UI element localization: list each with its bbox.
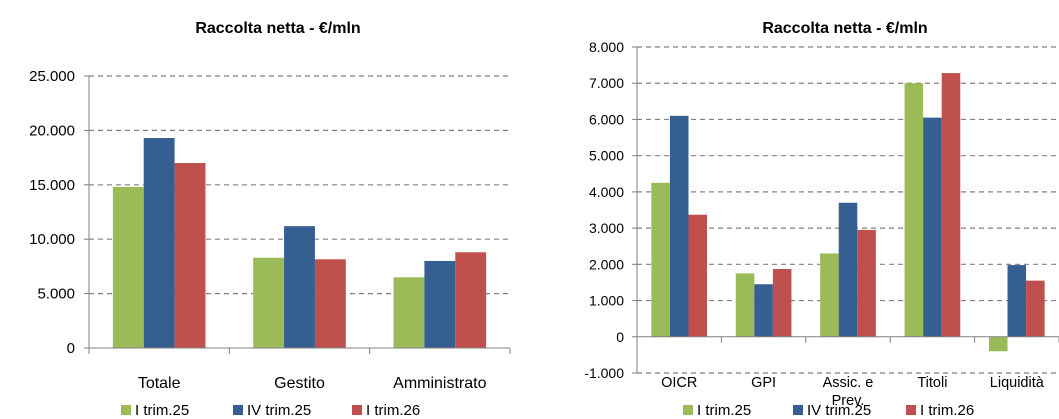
y-tick-label: 10.000: [29, 231, 75, 248]
legend-label: I trim.26: [366, 402, 420, 419]
chart-title: Raccolta netta - €/mln: [762, 20, 927, 37]
legend-swatch: [683, 405, 693, 415]
bar: [857, 229, 876, 337]
bar: [923, 117, 942, 337]
bar: [735, 273, 755, 337]
chart-title: Raccolta netta - €/mln: [195, 20, 360, 37]
legend-swatch: [352, 405, 362, 415]
y-tick-label: 2.000: [589, 256, 624, 272]
legend-label: IV trim.25: [807, 402, 871, 419]
bar: [393, 277, 425, 348]
x-tick-label: Titoli: [917, 375, 947, 391]
bar: [455, 252, 487, 348]
bar: [143, 138, 175, 348]
bar: [669, 115, 689, 337]
bar: [838, 202, 858, 337]
legend-label: I trim.25: [135, 402, 189, 419]
bar: [253, 257, 285, 348]
y-tick-label: 25.000: [29, 68, 75, 85]
y-tick-label: 20.000: [29, 122, 75, 139]
y-tick-label: 3.000: [589, 220, 624, 236]
legend-label: IV trim.25: [247, 402, 311, 419]
bar: [112, 186, 144, 348]
x-tick-label: Liquidità: [990, 375, 1045, 391]
bar: [988, 336, 1008, 352]
legend-swatch: [233, 405, 243, 415]
bar: [314, 259, 346, 348]
bar: [688, 214, 708, 337]
y-tick-label: 7.000: [589, 75, 624, 91]
y-tick-label: 1.000: [589, 293, 624, 309]
x-tick-label: OICR: [661, 375, 697, 391]
x-tick-label: Gestito: [274, 375, 325, 392]
legend-label: I trim.25: [697, 402, 751, 419]
chart-left: Raccolta netta - €/mln 0 5.000 10.000 15.000…: [29, 20, 511, 419]
x-tick-label: GPI: [751, 375, 776, 391]
bar: [941, 73, 961, 337]
y-tick-label: 15.000: [29, 177, 75, 194]
legend-label: I trim.26: [920, 402, 974, 419]
bar: [904, 83, 924, 337]
x-tick-label: Totale: [138, 375, 181, 392]
y-tick-label: 0: [67, 340, 75, 357]
legend-swatch: [121, 405, 131, 415]
legend-swatch: [793, 405, 803, 415]
y-tick-label: 0: [616, 329, 624, 345]
y-tick-label: 5.000: [37, 286, 75, 303]
bar: [754, 284, 773, 337]
bar: [424, 260, 456, 348]
y-tick-label: 8.000: [589, 39, 624, 55]
x-tick-label: Amministrato: [393, 375, 486, 392]
bar: [651, 182, 670, 337]
legend-swatch: [906, 405, 916, 415]
y-tick-label: 5.000: [589, 148, 624, 164]
y-tick-label: 4.000: [589, 184, 624, 200]
x-tick-label: Assic. e Prev.: [823, 375, 874, 409]
y-tick-label: 6.000: [589, 111, 624, 127]
bar: [174, 163, 206, 348]
bar: [284, 226, 315, 348]
y-tick-label: -1.000: [584, 365, 624, 381]
bar: [1026, 280, 1045, 337]
bar: [1007, 265, 1027, 337]
bar: [772, 269, 792, 337]
bar: [820, 253, 839, 337]
